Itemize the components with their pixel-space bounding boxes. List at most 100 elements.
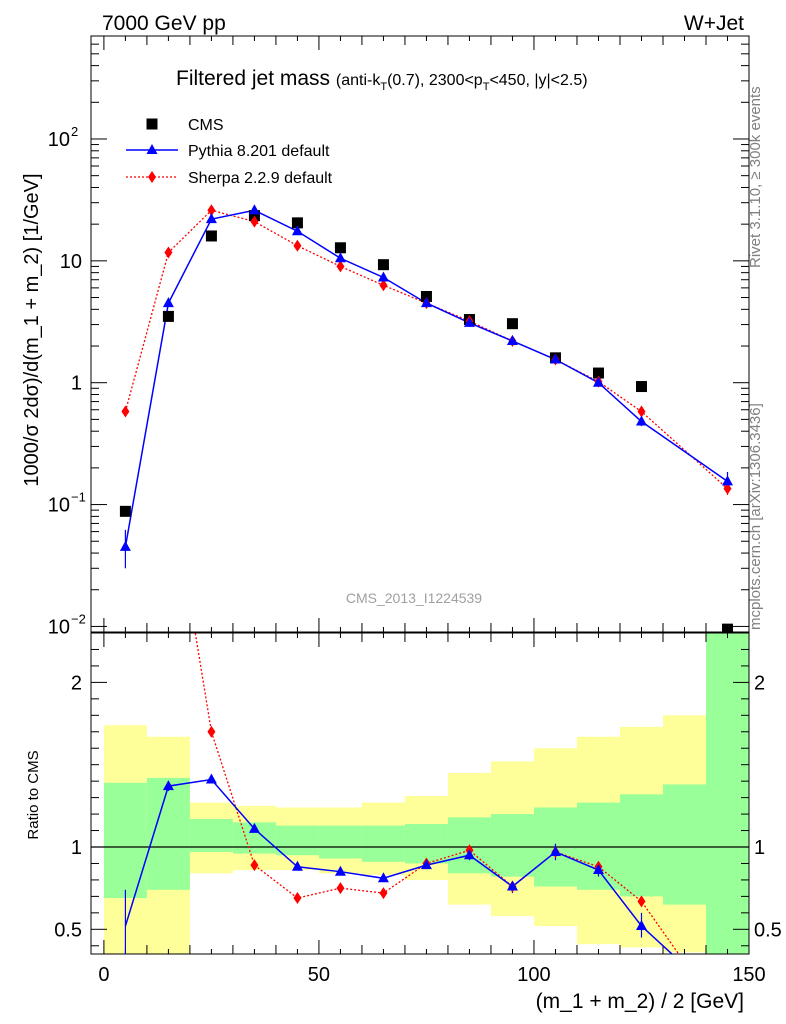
x-tick-label: 50	[308, 964, 330, 986]
sherpa-ratio-marker	[637, 895, 646, 908]
band-inner	[662, 784, 706, 905]
cms-marker	[592, 367, 604, 379]
band-inner	[361, 825, 405, 862]
ratio-y-tick-label: 2	[71, 672, 82, 694]
sherpa-marker	[336, 260, 345, 273]
cms-marker	[377, 259, 389, 271]
y-tick-exponent: 2	[71, 124, 78, 139]
ratio-panel-axes: 0.5 0.5 1 1 2 2	[54, 632, 782, 955]
cms-marker	[721, 623, 733, 632]
x-tick-label: 100	[517, 964, 550, 986]
pythia-ratio-marker	[205, 773, 217, 784]
x-axis-label: (m_1 + m_2) / 2 [GeV]	[536, 990, 744, 1013]
y-tick-label: 10	[48, 495, 70, 517]
legend-label-sherpa: Sherpa 2.2.9 default	[188, 170, 333, 187]
pythia-ratio-marker	[248, 822, 260, 833]
pythia-marker	[721, 475, 733, 486]
cms-marker	[420, 290, 432, 302]
ratio-y-tick-label: 0.5	[54, 919, 82, 941]
y-tick-label: 10	[60, 251, 82, 273]
chart-title: Filtered jet mass (anti-kT(0.7), 2300<pT…	[176, 67, 588, 93]
band-inner	[103, 782, 147, 899]
sherpa-marker	[379, 279, 388, 292]
sherpa-marker	[121, 405, 130, 418]
pythia-ratio-marker	[592, 864, 604, 875]
sherpa-marker	[293, 239, 302, 252]
y-tick-label: 10	[48, 129, 70, 151]
sherpa-marker	[207, 204, 216, 217]
sherpa-marker	[723, 482, 732, 495]
y-tick-label: 1	[71, 373, 82, 395]
pythia-line	[124, 209, 728, 547]
band-inner	[490, 814, 534, 877]
pythia-marker	[334, 252, 346, 263]
ratio-series-clipped	[124, 462, 680, 954]
pythia-marker	[463, 316, 475, 327]
legend-pythia-marker	[146, 144, 158, 154]
band-inner	[275, 825, 319, 856]
ratio-frame	[90, 632, 750, 955]
pythia-marker	[420, 297, 432, 308]
pythia-marker	[205, 213, 217, 224]
ratio-y-tick-label-right: 0.5	[754, 919, 782, 941]
sherpa-ratio-marker	[379, 887, 388, 900]
sherpa-marker	[164, 246, 173, 259]
main-y-axis-label: 1000/σ 2dσ)/d(m_1 + m_2) [1/GeV]	[21, 173, 43, 486]
cms-marker	[119, 505, 131, 517]
process-label: W+Jet	[684, 12, 744, 35]
legend-label-pythia: Pythia 8.201 default	[188, 143, 330, 160]
main-panel-series	[119, 204, 733, 632]
pythia-marker	[162, 297, 174, 308]
pythia-marker	[119, 540, 131, 551]
sherpa-ratio-marker	[250, 859, 259, 872]
pythia-ratio-marker	[463, 849, 475, 860]
ratio-panel-series	[124, 462, 680, 954]
sherpa-ratio-marker	[164, 462, 172, 474]
main-frame	[90, 35, 750, 633]
pythia-marker	[592, 376, 604, 387]
pythia-ratio-marker	[549, 845, 561, 856]
y-tick-label: 10	[48, 616, 70, 638]
cms-marker	[162, 310, 174, 322]
ratio-uncertainty-bands	[103, 633, 749, 954]
sherpa-marker	[250, 215, 259, 228]
rivet-version-label: Rivet 3.1.10, ≥ 300k events	[747, 86, 764, 268]
pythia-marker	[377, 271, 389, 282]
collision-label: 7000 GeV pp	[102, 12, 226, 35]
x-tick-label: 150	[732, 964, 765, 986]
y-tick-exponent: −2	[71, 611, 86, 626]
pythia-marker	[248, 204, 260, 215]
pythia-ratio-marker	[420, 859, 432, 870]
y-tick-exponent: −1	[71, 490, 86, 505]
pythia-marker	[549, 353, 561, 364]
pythia-ratio-marker	[334, 865, 346, 876]
pythia-ratio-marker	[162, 780, 174, 791]
pythia-ratio-marker	[635, 920, 647, 931]
ratio-y-tick-label: 1	[71, 837, 82, 859]
ratio-y-tick-label-right: 2	[754, 672, 765, 694]
sherpa-ratio-marker	[207, 725, 216, 738]
sherpa-marker	[637, 405, 646, 418]
x-tick-label: 0	[98, 964, 109, 986]
sherpa-ratio-marker	[336, 882, 345, 895]
pythia-marker	[291, 225, 303, 236]
pythia-ratio-line	[124, 778, 674, 954]
sherpa-line	[124, 209, 728, 490]
legend: CMS Pythia 8.201 default Sherpa 2.2.9 defa…	[126, 117, 333, 187]
band-inner	[705, 633, 749, 954]
pythia-ratio-marker	[506, 880, 518, 891]
band-inner	[619, 794, 663, 897]
ratio-y-axis-label: Ratio to CMS	[25, 750, 42, 839]
pythia-ratio-marker	[377, 872, 389, 883]
pythia-ratio-marker	[291, 860, 303, 871]
analysis-watermark: CMS_2013_I1224539	[346, 590, 482, 606]
band-inner	[318, 825, 362, 859]
legend-label-cms: CMS	[188, 117, 224, 134]
pythia-marker	[506, 334, 518, 345]
band-inner	[404, 823, 448, 864]
cms-marker	[291, 217, 303, 229]
cms-marker	[205, 230, 217, 242]
cms-marker	[334, 242, 346, 254]
x-tick-labels: 0 50 100 150	[98, 964, 765, 986]
